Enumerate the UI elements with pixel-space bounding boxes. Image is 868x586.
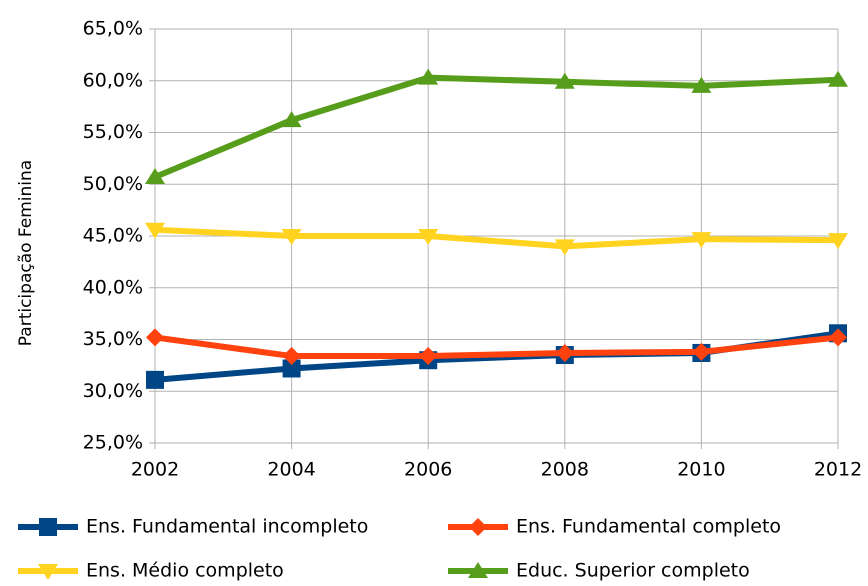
y-tick-label: 65,0% [83, 18, 143, 40]
data-point [281, 229, 302, 245]
data-point [145, 168, 165, 185]
legend-label: Ens. Fundamental incompleto [86, 516, 368, 538]
data-point [828, 233, 848, 250]
data-point [282, 359, 301, 378]
legend-label: Ens. Fundamental completo [516, 516, 781, 538]
data-point [281, 111, 302, 128]
y-axis-label: Participação Feminina [16, 160, 36, 346]
y-tick-label: 45,0% [83, 225, 143, 247]
data-point [282, 347, 301, 366]
series-line [154, 226, 839, 250]
data-point [692, 342, 711, 361]
x-tick-label: 2010 [677, 459, 725, 481]
data-point [146, 370, 164, 389]
x-tick-label: 2006 [404, 459, 452, 481]
x-tick-label: 2012 [814, 459, 862, 481]
series-line [153, 74, 839, 180]
y-tick-label: 25,0% [83, 432, 143, 454]
data-point [418, 68, 439, 85]
y-tick-label: 50,0% [83, 173, 143, 195]
legend-marker [38, 564, 58, 580]
y-tick-label: 30,0% [83, 380, 143, 402]
data-point [691, 232, 712, 249]
x-tick-label: 2008 [541, 459, 589, 481]
data-point [146, 328, 164, 347]
x-tick-label: 2002 [131, 459, 179, 481]
data-point [555, 343, 574, 362]
y-tick-label: 40,0% [83, 276, 143, 298]
data-point [691, 76, 712, 93]
legend-marker [469, 518, 487, 536]
data-point [145, 222, 165, 239]
series-line [154, 334, 839, 360]
x-tick-label: 2004 [267, 459, 315, 481]
data-point [419, 347, 438, 366]
data-point [828, 70, 848, 87]
legend-marker [468, 562, 488, 578]
legend-marker [39, 518, 57, 536]
data-point [418, 229, 439, 245]
y-tick-label: 60,0% [83, 69, 143, 91]
y-tick-label: 55,0% [83, 121, 143, 143]
legend-label: Ens. Médio completo [86, 560, 284, 582]
data-point [829, 328, 847, 347]
data-point [554, 72, 575, 89]
legend-label: Educ. Superior completo [516, 560, 750, 582]
data-point [554, 239, 575, 256]
y-tick-label: 35,0% [83, 328, 143, 350]
